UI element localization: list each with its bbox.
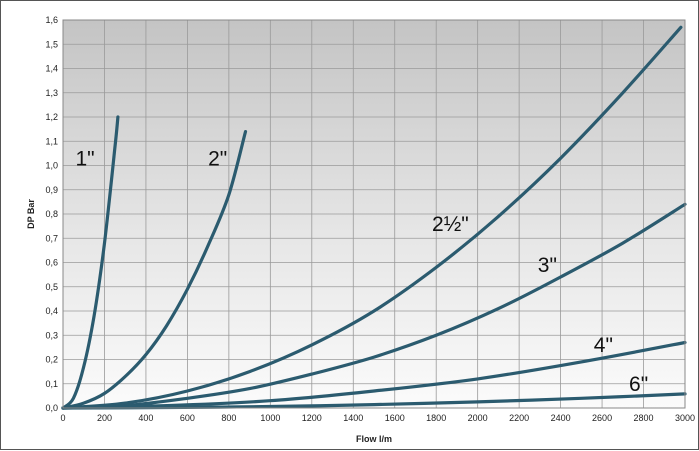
x-tick-label: 1600: [385, 413, 405, 423]
series-label: 6": [629, 373, 648, 396]
y-tick-label: 0,4: [45, 306, 58, 316]
x-tick-label: 200: [97, 413, 112, 423]
x-tick-label: 0: [60, 413, 65, 423]
y-tick-label: 1,6: [45, 15, 58, 25]
x-tick-label: 800: [221, 413, 236, 423]
series-line: [61, 25, 683, 410]
grid: [62, 19, 686, 409]
x-tick-label: 2200: [509, 413, 529, 423]
series-line: [61, 115, 120, 410]
x-axis-title: Flow l/m: [356, 434, 392, 444]
y-tick-label: 0,2: [45, 355, 58, 365]
y-tick-label: 0,0: [45, 403, 58, 413]
plot-border: [62, 19, 686, 409]
series-label: 1": [75, 148, 94, 171]
x-tick-label: 2600: [592, 413, 612, 423]
series-label: 2": [208, 148, 227, 171]
series-label: 2½": [432, 213, 469, 236]
y-tick-label: 0,1: [45, 379, 58, 389]
series-label: 4": [594, 334, 613, 357]
x-tick-labels: 0 200 400 600 800 1000 1200 1400 1600 1800 2000 220…: [60, 413, 695, 423]
y-tick-label: 1,4: [45, 64, 58, 74]
x-tick-label: 2400: [551, 413, 571, 423]
y-tick-label: 0,5: [45, 282, 58, 292]
x-tick-label: 2000: [468, 413, 488, 423]
y-tick-label: 1,5: [45, 39, 58, 49]
x-tick-label: 400: [138, 413, 153, 423]
y-tick-label: 1,3: [45, 88, 58, 98]
x-tick-label: 1400: [343, 413, 363, 423]
x-tick-label: 1000: [260, 413, 280, 423]
x-tick-label: 1800: [426, 413, 446, 423]
series-line: [61, 202, 687, 410]
y-tick-label: 1,1: [45, 136, 58, 146]
y-tick-label: 0,8: [45, 209, 58, 219]
x-tick-label: 1200: [302, 413, 322, 423]
series-line: [61, 130, 248, 410]
x-tick-label: 600: [180, 413, 195, 423]
x-tick-label: 3000: [675, 413, 695, 423]
y-axis-title: DP Bar: [26, 199, 36, 229]
y-tick-labels: 0,0 0,1 0,2 0,3 0,4 0,5 0,6 0,7 0,8 0,9 1,0 1,1 1,2 1…: [45, 15, 58, 413]
y-tick-label: 0,3: [45, 330, 58, 340]
series-labels: 1" 2" 2½" 3" 4" 6": [75, 148, 648, 397]
y-tick-label: 1,2: [45, 112, 58, 122]
y-tick-label: 1,0: [45, 161, 58, 171]
series-line: [61, 340, 687, 410]
y-tick-label: 0,7: [45, 233, 58, 243]
x-tick-label: 2800: [634, 413, 654, 423]
y-tick-label: 0,6: [45, 258, 58, 268]
series-label: 3": [538, 254, 557, 277]
y-tick-label: 0,9: [45, 185, 58, 195]
